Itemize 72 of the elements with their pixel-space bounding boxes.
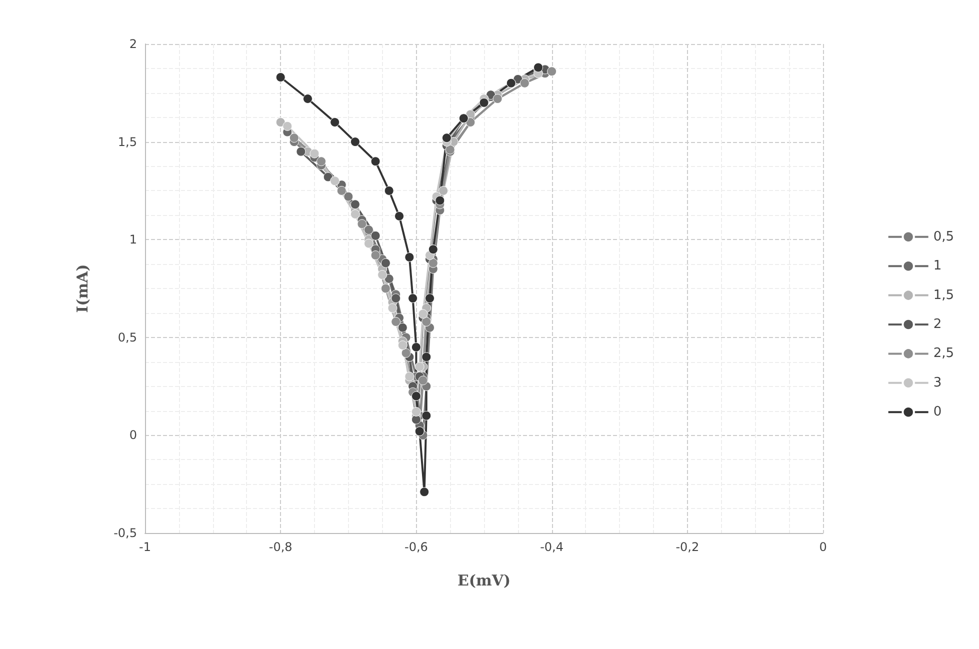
point	[442, 133, 452, 143]
point	[411, 414, 421, 424]
point	[425, 294, 435, 304]
y-tick-label: 1	[129, 232, 137, 247]
y-tick-label: 0	[129, 428, 137, 442]
point	[394, 211, 404, 221]
point	[282, 121, 292, 131]
point	[276, 117, 286, 127]
x-tick-label: -0,6	[404, 540, 428, 554]
point	[296, 146, 306, 156]
point	[316, 156, 326, 166]
point	[370, 250, 380, 260]
legend-label: 2	[933, 317, 942, 332]
point	[370, 230, 380, 240]
point	[330, 117, 340, 127]
legend-label: 2,5	[933, 346, 954, 362]
point	[336, 186, 346, 196]
point	[411, 342, 421, 352]
point	[350, 137, 360, 147]
point	[398, 340, 408, 350]
x-tick-label: -1	[139, 540, 151, 554]
y-tick-label: 2	[129, 37, 137, 51]
point	[302, 94, 312, 104]
point	[438, 186, 448, 196]
point	[418, 376, 428, 386]
point	[323, 172, 333, 182]
legend-label: 3	[933, 375, 942, 390]
point	[420, 487, 430, 497]
point	[414, 362, 424, 372]
point	[411, 406, 421, 416]
point	[391, 317, 401, 326]
point	[384, 274, 394, 284]
point	[384, 186, 394, 196]
point	[380, 258, 390, 268]
point	[388, 303, 398, 313]
y-tick-label: 0,5	[118, 330, 137, 344]
point	[479, 98, 489, 108]
y-axis-title: I(mA)	[74, 264, 92, 313]
point	[422, 352, 432, 362]
point	[344, 192, 354, 202]
x-tick-label: -0,2	[676, 540, 700, 554]
x-tick-label: 0	[819, 540, 827, 554]
legend-label: 0	[933, 404, 942, 420]
point	[276, 72, 286, 82]
point	[404, 252, 414, 262]
point	[364, 238, 374, 248]
point	[357, 219, 367, 229]
point	[408, 294, 418, 304]
y-tick-label: -0,5	[114, 526, 137, 540]
x-tick-label: -0,8	[268, 540, 292, 554]
point	[422, 317, 432, 326]
x-axis-title: E(mV)	[457, 572, 511, 590]
point	[422, 410, 432, 420]
point	[391, 294, 401, 304]
y-tick-label: 1,5	[118, 134, 137, 149]
point	[418, 309, 428, 319]
point	[310, 148, 320, 158]
point	[401, 348, 411, 358]
point	[289, 133, 299, 143]
point	[364, 225, 374, 235]
legend-label: 0,5	[933, 229, 954, 244]
point	[398, 322, 408, 332]
legend-label: 1,5	[933, 288, 954, 303]
point	[350, 200, 360, 210]
x-tick-label: -0,4	[540, 540, 564, 554]
point	[380, 284, 390, 294]
legend-label: 1	[933, 258, 942, 274]
point	[404, 372, 414, 382]
point	[428, 258, 438, 268]
point	[378, 270, 388, 280]
point	[370, 156, 380, 166]
point	[350, 209, 360, 219]
